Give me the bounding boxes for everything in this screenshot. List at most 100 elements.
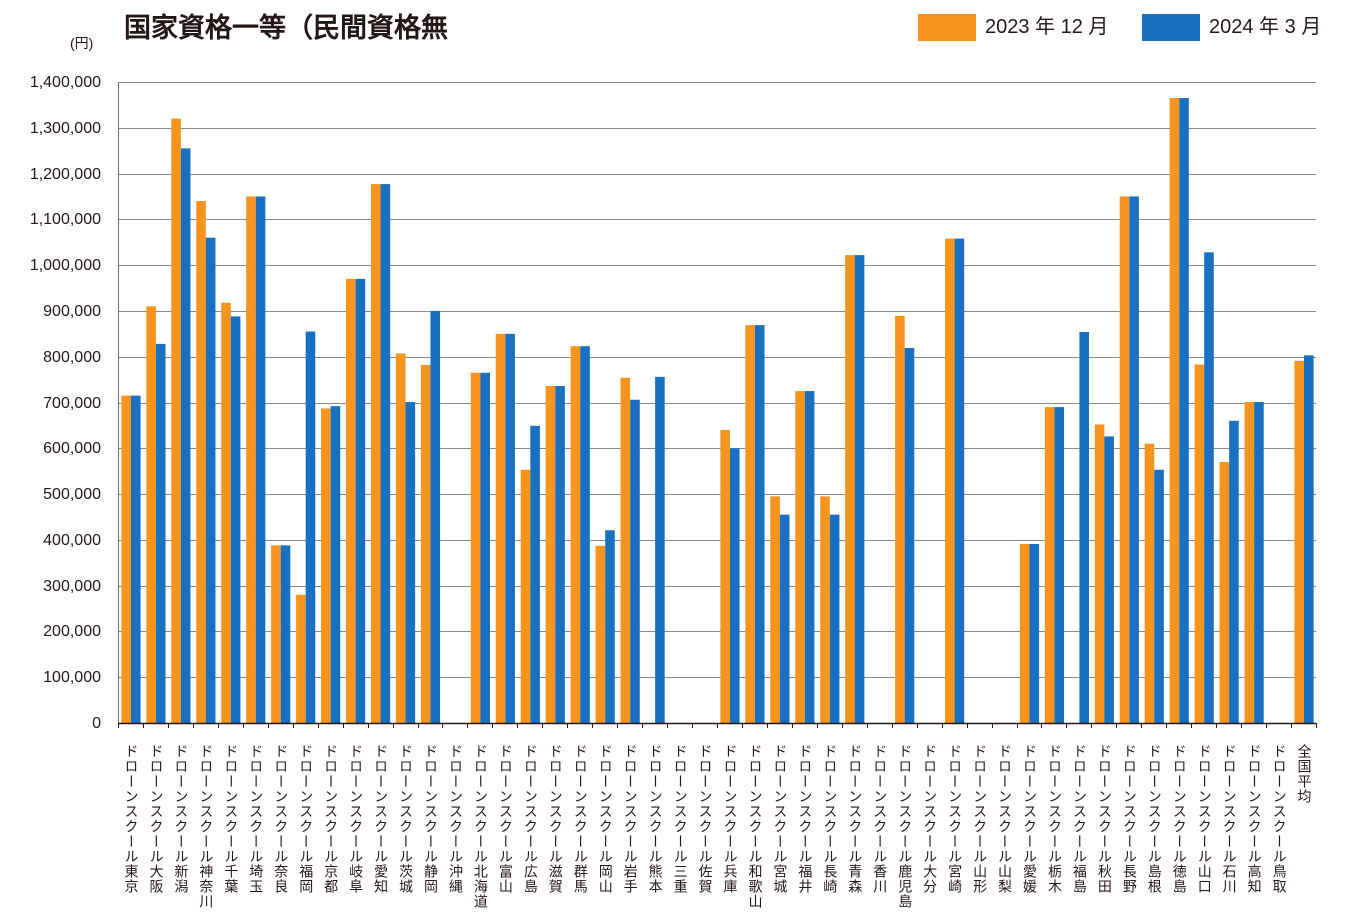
x-tick-label: ドローンスクール山形 (971, 744, 988, 894)
x-tick-label: ドローンスクール北海道 (471, 744, 488, 909)
bar-series-2-category-21 (630, 399, 640, 723)
x-tick-label: ドローンスクール宮城 (771, 744, 788, 894)
bar-series-1-category-6 (246, 196, 256, 723)
x-tick-label: ドローンスクール秋田 (1095, 744, 1112, 894)
bar-series-1-category-48 (1294, 360, 1305, 723)
y-tick-label: 1,000,000 (29, 257, 101, 274)
bar-series-2-category-20 (605, 530, 615, 723)
bar-series-2-category-25 (729, 448, 740, 723)
bar-series-1-category-19 (570, 346, 581, 723)
x-tick-label: ドローンスクール和歌山 (746, 744, 763, 909)
x-tick-label: ドローンスクール大阪 (147, 744, 164, 894)
bar-series-2-category-22 (655, 376, 665, 723)
bar-series-1-category-25 (720, 429, 730, 723)
x-tick-label: ドローンスクール群馬 (571, 744, 588, 894)
x-tick-label: ドローンスクール熊本 (646, 744, 663, 894)
bar-series-1-category-7 (271, 545, 281, 723)
bar-series-1-category-37 (1019, 543, 1030, 723)
x-tick-label: ドローンスクール青森 (846, 744, 863, 894)
bar-series-2-category-27 (779, 514, 790, 723)
x-tick-label: ドローンスクール長野 (1120, 744, 1137, 894)
x-tick-label: ドローンスクール三重 (671, 744, 688, 894)
y-tick-label: 200,000 (43, 623, 101, 640)
bar-series-1-category-21 (620, 377, 631, 723)
bar-series-2-category-39 (1079, 331, 1089, 723)
x-axis-ticks (118, 723, 1317, 728)
x-tick-label: ドローンスクール愛知 (372, 744, 389, 894)
bar-series-2-category-4 (205, 237, 216, 723)
bar-series-1-category-41 (1119, 196, 1130, 723)
legend-swatch (1142, 14, 1200, 41)
bar-series-2-category-34 (954, 238, 965, 723)
bar-series-1-category-42 (1144, 443, 1155, 723)
bar-series-2-category-9 (330, 406, 341, 723)
bar-series-1-category-8 (296, 594, 306, 723)
legend-item-series-1: 2023 年 12 月 (918, 14, 1108, 41)
bar-series-1-category-18 (545, 386, 556, 723)
x-tick-label: ドローンスクール奈良 (272, 744, 289, 894)
bar-series-2-category-3 (180, 148, 191, 723)
bar-series-2-category-43 (1179, 98, 1189, 723)
x-tick-label: ドローンスクール広島 (521, 744, 538, 894)
x-tick-label: ドローンスクール鹿児島 (896, 744, 913, 909)
x-tick-label: ドローンスクール愛媛 (1020, 744, 1037, 894)
bar-series-2-category-16 (505, 333, 515, 723)
bar-series-2-category-6 (255, 196, 266, 723)
x-tick-label: ドローンスクール千葉 (222, 744, 239, 894)
y-tick-label: 1,100,000 (29, 211, 101, 228)
x-tick-label: ドローンスクール福島 (1070, 744, 1087, 894)
legend-swatch (918, 14, 976, 41)
bar-series-2-category-37 (1029, 543, 1040, 723)
bar-series-2-category-30 (854, 255, 865, 723)
x-tick-label: ドローンスクール神奈川 (197, 744, 214, 909)
y-tick-label: 500,000 (43, 486, 101, 503)
bar-series-1-category-40 (1094, 424, 1105, 723)
bar-series-1-category-20 (595, 545, 606, 723)
bar-series-1-category-3 (171, 118, 181, 724)
legend-label: 2023 年 12 月 (985, 16, 1109, 38)
legend-item-series-2: 2024 年 3 月 (1142, 14, 1321, 41)
bar-series-2-category-44 (1204, 252, 1214, 723)
bar-series-1-category-4 (196, 201, 206, 724)
bar-series-2-category-5 (230, 316, 241, 723)
bar-series-2-category-41 (1129, 196, 1139, 723)
x-tick-label: ドローンスクール高知 (1245, 744, 1262, 894)
y-tick-label: 600,000 (43, 440, 101, 457)
y-tick-label: 300,000 (43, 578, 101, 595)
bar-series-2-category-42 (1154, 469, 1164, 723)
bar-series-1-category-9 (321, 408, 331, 723)
bar-series-2-category-46 (1254, 402, 1264, 723)
bar-series-2-category-18 (555, 386, 565, 723)
bar-series-2-category-13 (430, 310, 441, 723)
x-tick-label: ドローンスクール静岡 (421, 744, 438, 894)
bar-series-1-category-38 (1044, 407, 1055, 723)
bar-series-1-category-45 (1219, 462, 1230, 723)
x-tick-label: 全国平均 (1295, 744, 1312, 804)
x-tick-label: ドローンスクール宮崎 (946, 744, 963, 894)
bar-series-1-category-1 (121, 395, 131, 723)
x-tick-label: ドローンスクール福井 (796, 744, 813, 894)
bar-series-1-category-12 (395, 353, 406, 723)
y-tick-label: 700,000 (43, 395, 101, 412)
bar-series-2-category-7 (280, 545, 291, 723)
bar-series-2-category-2 (155, 343, 166, 723)
bar-series-2-category-48 (1304, 355, 1314, 723)
bar-series-1-category-26 (745, 325, 755, 723)
x-tick-label: ドローンスクール山梨 (996, 744, 1013, 894)
bar-series-2-category-1 (130, 395, 141, 723)
x-tick-label: ドローンスクール岩手 (621, 744, 638, 894)
x-tick-label: ドローンスクール栃木 (1045, 744, 1062, 894)
x-tick-label: ドローンスクール長崎 (821, 744, 838, 894)
bar-series-2-category-38 (1054, 407, 1065, 723)
x-tick-label: ドローンスクール佐賀 (696, 744, 713, 894)
bar-series-1-category-16 (495, 333, 506, 723)
y-tick-label: 0 (92, 715, 101, 732)
x-tick-label: ドローンスクール茨城 (397, 744, 414, 894)
x-tick-label: ドローンスクール岐阜 (347, 744, 364, 894)
x-tick-label: ドローンスクール岡山 (596, 744, 613, 894)
bar-series-2-category-29 (829, 514, 840, 723)
bar-series-2-category-32 (904, 348, 915, 723)
x-tick-label: ドローンスクール石川 (1220, 744, 1237, 894)
